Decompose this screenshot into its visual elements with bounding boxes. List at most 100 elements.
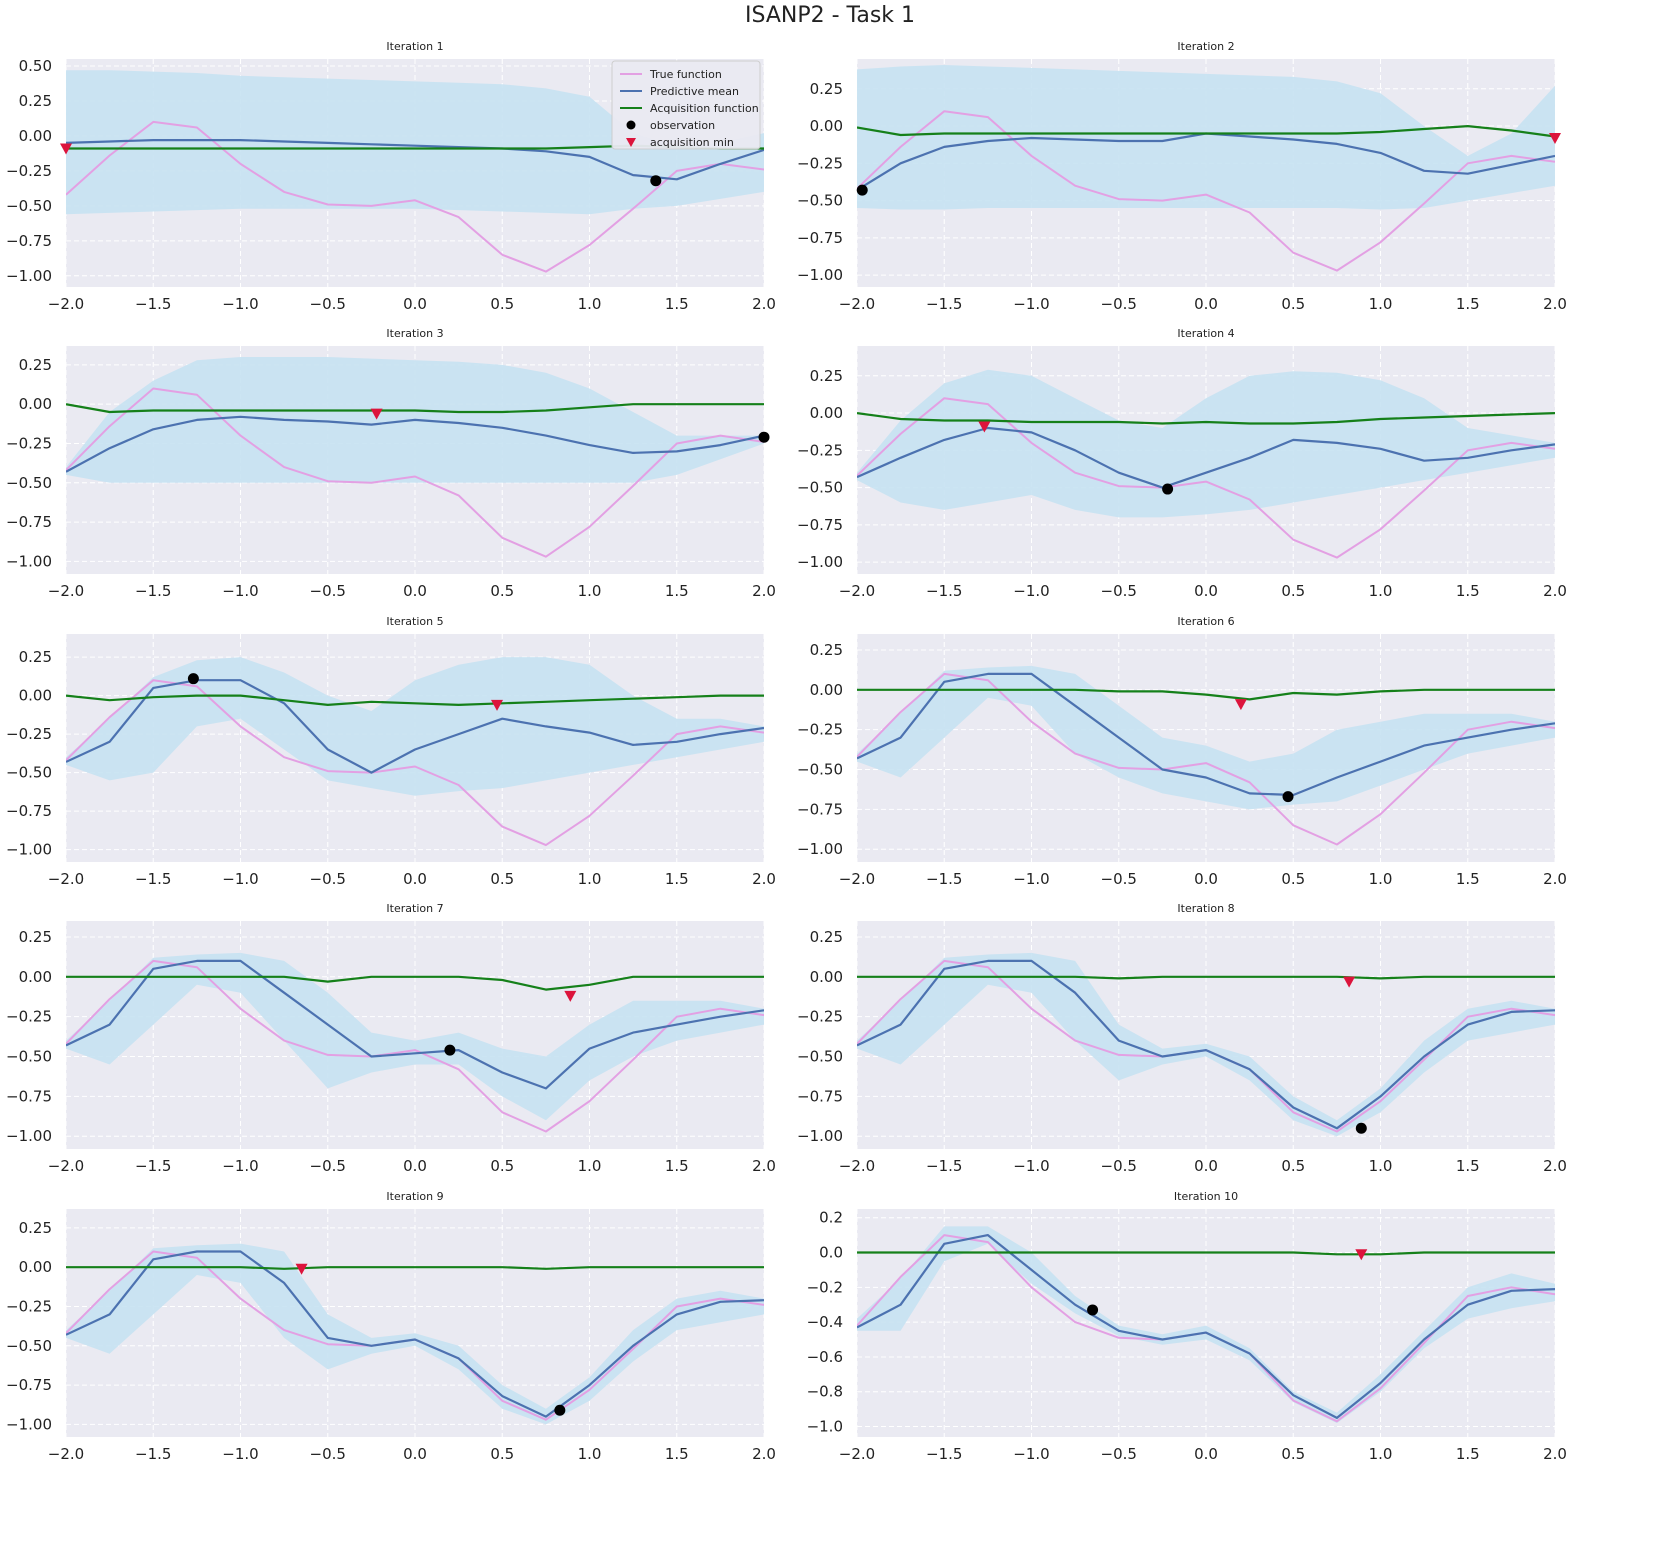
x-tick-label: −1.5 <box>926 1445 962 1463</box>
x-tick-label: −2.0 <box>48 1445 84 1463</box>
y-tick-label: −0.50 <box>797 192 843 210</box>
subplot-title: Iteration 2 <box>1177 40 1234 53</box>
x-tick-label: 1.0 <box>1369 870 1393 888</box>
plot-content <box>857 369 1555 559</box>
acquisition-min-marker <box>1355 1249 1368 1261</box>
x-tick-label: 1.5 <box>1456 1445 1480 1463</box>
x-tick-label: −1.5 <box>926 295 962 313</box>
x-tick-label: −1.0 <box>1013 1445 1049 1463</box>
observation-point <box>856 184 868 196</box>
y-tick-label: −0.50 <box>6 197 52 215</box>
y-tick-label: −0.25 <box>797 1008 843 1026</box>
plot-content <box>857 665 1555 846</box>
subplot-title: Iteration 6 <box>1177 615 1234 628</box>
x-tick-label: −1.5 <box>135 1445 171 1463</box>
observation-point <box>1087 1304 1099 1316</box>
predictive-mean-line <box>857 672 1555 797</box>
x-tick-label: 1.0 <box>578 870 602 888</box>
predictive-mean-line <box>857 426 1555 489</box>
uncertainty-band <box>857 65 1555 210</box>
acquisition-function-line <box>66 975 764 991</box>
y-tick-label: 0.00 <box>19 968 52 986</box>
true-function-line <box>66 120 764 273</box>
x-tick-label: −0.5 <box>310 582 346 600</box>
plot-content <box>66 357 764 558</box>
subplot-title: Iteration 1 <box>386 40 443 53</box>
y-tick-label: 0.25 <box>810 928 843 946</box>
y-tick-label: 0.25 <box>19 928 52 946</box>
predictive-mean-line <box>66 679 764 774</box>
plot-content <box>857 1226 1555 1424</box>
y-tick-label: −0.25 <box>797 441 843 459</box>
x-tick-label: −1.0 <box>222 1157 258 1175</box>
y-tick-label: 0.25 <box>810 641 843 659</box>
x-tick-label: 0.0 <box>403 1445 427 1463</box>
y-tick-label: 0.25 <box>810 367 843 385</box>
x-tick-label: −1.5 <box>135 1157 171 1175</box>
true-function-line <box>66 959 764 1133</box>
acquisition-function-line <box>66 694 764 706</box>
x-tick-label: −1.5 <box>135 870 171 888</box>
x-tick-label: 1.5 <box>665 870 689 888</box>
y-tick-label: −0.6 <box>807 1348 843 1366</box>
uncertainty-band <box>857 1226 1555 1424</box>
x-tick-label: −0.5 <box>310 1445 346 1463</box>
y-tick-label: −0.50 <box>797 1048 843 1066</box>
uncertainty-band <box>66 70 764 215</box>
subplot-6: Iteration 6 −1.00 −0.75 −0.50 −0.25 0.00 0.25 −… <box>797 615 1567 888</box>
x-tick-label: 0.5 <box>1281 582 1305 600</box>
y-tick-label: −1.00 <box>797 266 843 284</box>
uncertainty-band <box>66 657 764 796</box>
y-tick-label: 0.25 <box>19 92 52 110</box>
x-tick-label: −1.0 <box>222 870 258 888</box>
legend-label: Acquisition function <box>650 102 759 115</box>
subplot-8: Iteration 8 −1.00 −0.75 −0.50 −0.25 0.00 0.25 −… <box>797 902 1567 1175</box>
x-tick-label: −1.0 <box>1013 1157 1049 1175</box>
subplot-3: Iteration 3 −1.00 −0.75 −0.50 −0.25 0.00 0.25 −… <box>6 327 776 600</box>
x-tick-label: −0.5 <box>310 1157 346 1175</box>
observation-point <box>758 431 770 443</box>
y-tick-label: −0.75 <box>797 800 843 818</box>
x-tick-label: −1.5 <box>926 1157 962 1175</box>
subplot-10: Iteration 10 −1.0 −0.8 −0.6 −0.4 −0.2 0.0 0.2 −2… <box>807 1190 1567 1463</box>
x-tick-label: −2.0 <box>839 1157 875 1175</box>
y-tick-label: 0.50 <box>19 57 52 75</box>
acquisition-function-line <box>857 412 1555 425</box>
subplot-1: Iteration 1 −1.00 −0.75 −0.50 −0.25 0.00 0.25 0… <box>6 40 776 313</box>
y-tick-label: −0.25 <box>6 162 52 180</box>
subplot-4: Iteration 4 −1.00 −0.75 −0.50 −0.25 0.00 0.25 −… <box>797 327 1567 600</box>
x-tick-label: −2.0 <box>839 870 875 888</box>
y-tick-label: −0.25 <box>6 725 52 743</box>
y-tick-label: −1.00 <box>6 1127 52 1145</box>
x-tick-label: −1.5 <box>926 870 962 888</box>
subplot-title: Iteration 7 <box>386 902 443 915</box>
x-tick-label: 1.5 <box>665 1445 689 1463</box>
x-tick-label: −0.5 <box>1101 1157 1137 1175</box>
y-tick-label: −0.25 <box>6 434 52 452</box>
x-tick-label: 0.5 <box>490 1157 514 1175</box>
y-tick-label: −1.00 <box>6 267 52 285</box>
x-tick-label: 2.0 <box>1543 582 1567 600</box>
y-tick-label: −0.75 <box>6 1087 52 1105</box>
x-tick-label: 2.0 <box>1543 870 1567 888</box>
x-tick-label: −1.5 <box>135 582 171 600</box>
acquisition-function-line <box>857 688 1555 701</box>
plot-content <box>66 1243 764 1425</box>
x-tick-label: 2.0 <box>752 582 776 600</box>
subplot-2: Iteration 2 −1.00 −0.75 −0.50 −0.25 0.00 0.25 −… <box>797 40 1567 313</box>
predictive-mean-line <box>66 415 764 473</box>
y-tick-label: 0.00 <box>19 687 52 705</box>
acquisition-min-marker <box>60 143 72 155</box>
y-tick-label: 0.00 <box>810 681 843 699</box>
observation-point <box>650 175 662 187</box>
y-tick-label: 0.2 <box>819 1209 843 1227</box>
x-tick-label: −1.0 <box>1013 582 1049 600</box>
plot-content <box>66 657 764 847</box>
subplot-title: Iteration 4 <box>1177 327 1234 340</box>
acquisition-min-marker <box>564 990 577 1002</box>
x-tick-label: 1.0 <box>1369 1445 1393 1463</box>
y-tick-label: 0.00 <box>19 127 52 145</box>
acquisition-min-marker <box>491 699 504 711</box>
observation-point <box>1355 1122 1367 1134</box>
y-tick-label: −0.50 <box>6 474 52 492</box>
